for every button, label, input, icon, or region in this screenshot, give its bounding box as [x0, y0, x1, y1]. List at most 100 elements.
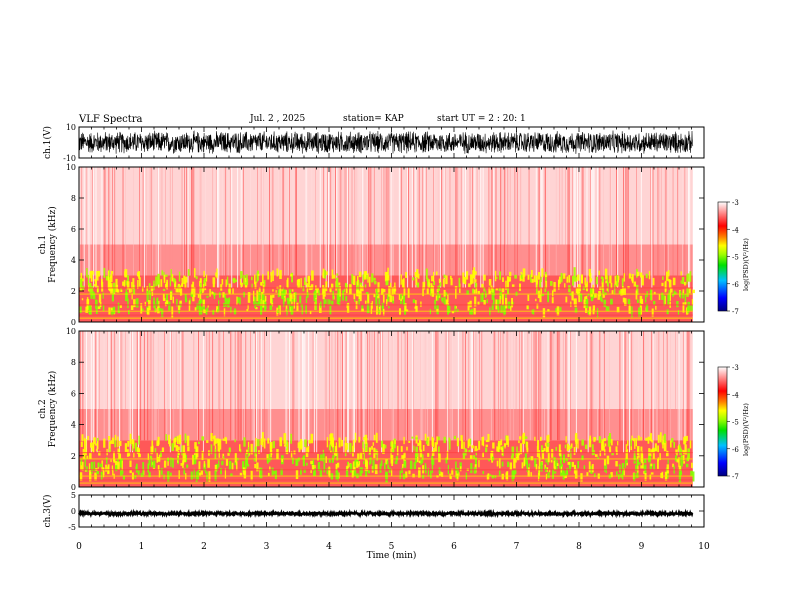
- spectral-activity: [592, 284, 595, 294]
- spectral-streak: [95, 331, 97, 441]
- spectral-activity: [303, 469, 306, 473]
- spectral-activity: [272, 289, 274, 292]
- spectral-activity: [611, 290, 614, 295]
- quiet-streak: [108, 331, 110, 453]
- spectral-activity: [306, 292, 309, 298]
- spectral-streak: [590, 167, 591, 276]
- spectral-activity: [172, 277, 175, 283]
- spectral-activity: [307, 446, 310, 453]
- spectral-streak: [417, 167, 419, 276]
- spectral-streak: [222, 331, 224, 441]
- spectral-streak: [182, 331, 184, 441]
- spectral-activity: [81, 298, 84, 301]
- spectral-activity: [555, 462, 558, 470]
- spectral-activity: [604, 443, 607, 447]
- quiet-streak: [86, 331, 88, 453]
- spectral-activity: [193, 268, 196, 278]
- spectral-activity: [293, 293, 295, 297]
- spectral-activity: [335, 442, 337, 450]
- spectral-activity: [509, 462, 512, 471]
- spectral-activity: [627, 298, 631, 305]
- spectral-streak: [261, 167, 263, 276]
- spectral-activity: [427, 452, 430, 457]
- spectral-activity: [155, 276, 158, 287]
- spectral-activity: [607, 435, 611, 447]
- spectral-activity: [640, 446, 643, 451]
- spectral-activity: [132, 444, 134, 451]
- spectral-activity: [154, 303, 156, 312]
- spectral-activity: [443, 297, 446, 306]
- spectral-activity: [167, 457, 170, 462]
- colorbar-tick-label: -7: [732, 308, 739, 316]
- spectral-streak: [292, 331, 294, 441]
- spectral-streak: [643, 331, 644, 441]
- y-tick-label: 0: [71, 483, 76, 492]
- spectral-activity: [690, 305, 693, 311]
- spectral-activity: [402, 298, 405, 306]
- spectral-streak: [597, 331, 598, 441]
- spectral-activity: [616, 471, 618, 476]
- spectral-streak: [389, 167, 391, 276]
- spectral-activity: [503, 304, 506, 316]
- spectral-activity: [638, 307, 641, 317]
- spectral-streak: [677, 331, 679, 441]
- spectral-activity: [325, 271, 328, 276]
- spectral-streak: [570, 331, 571, 441]
- spectral-activity: [105, 275, 109, 281]
- spectral-streak: [571, 167, 572, 276]
- spectral-activity: [112, 451, 115, 462]
- spectral-streak: [666, 331, 668, 441]
- spectral-activity: [299, 295, 302, 304]
- spectral-streak: [422, 331, 424, 441]
- quiet-streak: [83, 167, 85, 288]
- spectral-streak: [529, 331, 531, 441]
- spectral-activity: [148, 460, 151, 466]
- spectral-activity: [254, 305, 256, 309]
- spectral-activity: [597, 456, 599, 460]
- spectral-activity: [495, 288, 498, 291]
- spectral-activity: [258, 292, 261, 303]
- spectral-activity: [319, 303, 322, 314]
- spectral-activity: [555, 446, 558, 451]
- spectral-activity: [305, 281, 307, 285]
- spectral-activity: [172, 457, 174, 468]
- spectral-activity: [478, 460, 480, 468]
- spectral-activity: [609, 275, 612, 284]
- spectral-streak: [142, 167, 144, 276]
- spectral-activity: [555, 308, 558, 313]
- spectral-activity: [483, 299, 486, 306]
- spectral-streak: [670, 331, 672, 441]
- spectral-activity: [178, 307, 181, 314]
- spectral-streak: [166, 331, 168, 441]
- spectral-streak: [333, 167, 335, 276]
- spectral-activity: [193, 454, 196, 465]
- spectral-activity: [354, 432, 357, 443]
- spectral-activity: [678, 465, 682, 471]
- spectral-activity: [162, 293, 165, 301]
- spectral-streak: [100, 167, 101, 276]
- spectral-activity: [317, 462, 321, 471]
- spectral-activity: [187, 446, 190, 452]
- spectral-streak: [498, 331, 499, 441]
- spectral-streak: [107, 331, 109, 441]
- spectral-streak: [528, 167, 530, 276]
- spectral-activity: [365, 442, 368, 446]
- spectral-streak: [665, 167, 667, 276]
- spectral-activity: [436, 436, 438, 445]
- spectral-activity: [653, 463, 656, 470]
- spectral-activity: [245, 458, 248, 465]
- quiet-streak: [535, 167, 537, 288]
- spectral-streak: [370, 331, 372, 441]
- spectral-activity: [101, 281, 104, 292]
- spectral-activity: [469, 455, 473, 459]
- spectral-activity: [666, 309, 669, 315]
- spectral-activity: [628, 306, 631, 314]
- spectral-activity: [689, 440, 692, 449]
- spectral-activity: [509, 271, 512, 277]
- spectral-activity: [202, 299, 205, 307]
- spectral-activity: [356, 281, 358, 291]
- quiet-streak: [470, 331, 472, 453]
- spectral-activity: [330, 450, 332, 453]
- spectral-activity: [232, 287, 234, 294]
- spectral-activity: [549, 469, 551, 473]
